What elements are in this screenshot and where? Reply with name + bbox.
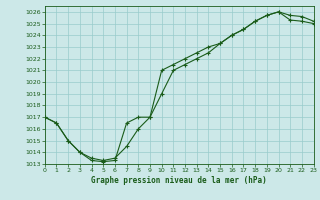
X-axis label: Graphe pression niveau de la mer (hPa): Graphe pression niveau de la mer (hPa) <box>91 176 267 185</box>
